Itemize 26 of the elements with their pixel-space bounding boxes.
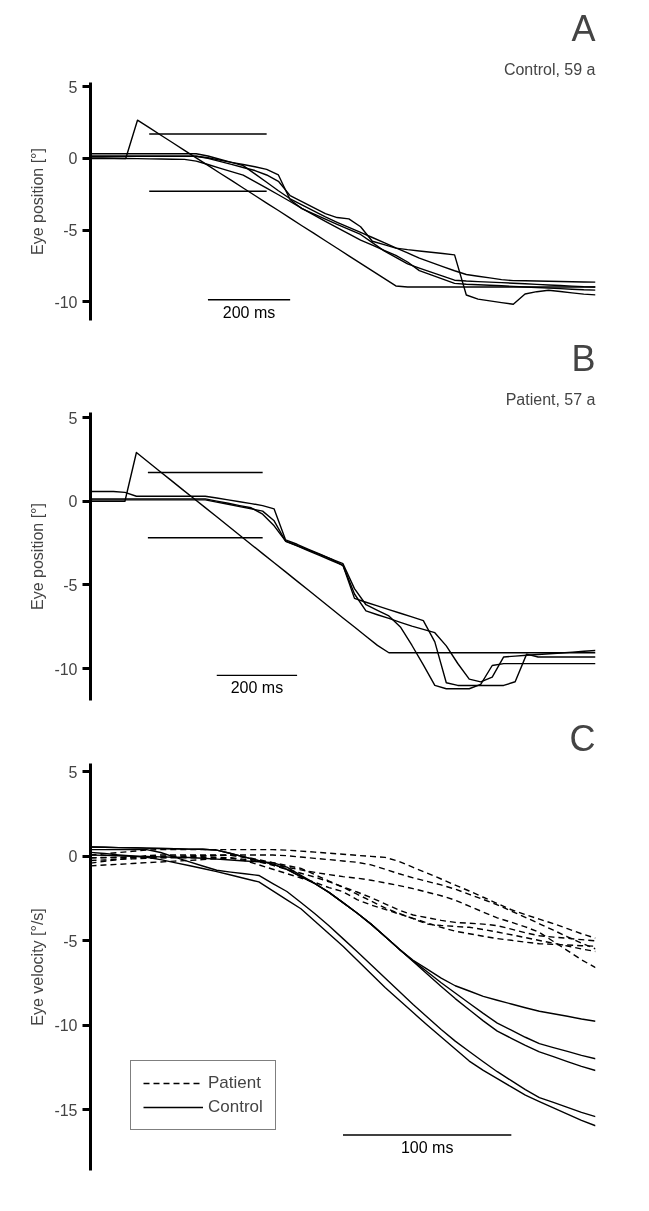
y-tick-label: -10 <box>54 660 78 678</box>
y-axis-title: Eye position [°] <box>29 148 47 255</box>
annotation: 100 ms <box>400 1139 454 1157</box>
chart-title: A <box>571 7 596 49</box>
y-tick-label: -5 <box>63 222 78 240</box>
annotation: 200 ms <box>222 303 276 321</box>
y-tick-label: 0 <box>68 493 78 511</box>
legend-label: Control <box>208 1097 263 1117</box>
y-tick-label: 0 <box>68 848 78 866</box>
y-tick-label: 0 <box>68 150 78 168</box>
y-tick-label: 5 <box>68 78 78 96</box>
chart-title: C <box>569 717 596 759</box>
y-axis-title: Eye position [°] <box>29 503 47 610</box>
y-tick-label: -10 <box>54 1017 78 1035</box>
y-tick-label: -5 <box>63 932 78 950</box>
y-tick-label: 5 <box>68 763 78 781</box>
chart-title: B <box>571 337 596 379</box>
y-tick-label: -15 <box>54 1101 78 1119</box>
y-tick-label: -5 <box>63 576 78 594</box>
annotation: 200 ms <box>230 679 284 697</box>
y-axis-title: Eye velocity [°/s] <box>29 908 47 1026</box>
y-tick-label: -10 <box>54 293 78 311</box>
chart-subtitle: Control, 59 a <box>503 60 596 78</box>
legend-label: Patient <box>208 1073 261 1093</box>
chart-subtitle: Patient, 57 a <box>505 390 596 408</box>
y-tick-label: 5 <box>68 409 78 427</box>
